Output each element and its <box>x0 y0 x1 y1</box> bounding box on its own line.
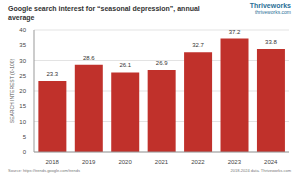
html-text:Google search interest for “se: Google search interest for “seasonal dep… <box>8 5 200 21</box>
svg-text:26.1: 26.1 <box>119 62 131 68</box>
svg-text:10: 10 <box>19 119 26 125</box>
svg-text:2022: 2022 <box>191 159 205 165</box>
svg-text:25: 25 <box>19 73 26 79</box>
svg-text:28.6: 28.6 <box>83 55 95 61</box>
svg-text:2020: 2020 <box>118 159 132 165</box>
svg-text:35: 35 <box>19 42 26 48</box>
svg-text:2018: 2018 <box>46 159 60 165</box>
html-text:Source: https://trends.google.: Source: https://trends.google.com/trends <box>8 168 80 173</box>
svg-text:SEARCH INTEREST (0-100): SEARCH INTEREST (0-100) <box>9 58 15 123</box>
svg-text:2024: 2024 <box>264 159 278 165</box>
svg-text:26.9: 26.9 <box>156 60 168 66</box>
svg-text:40: 40 <box>19 27 26 33</box>
svg-text:2019: 2019 <box>82 159 96 165</box>
html-text:Thriveworks: Thriveworks <box>249 2 291 9</box>
svg-text:20: 20 <box>19 88 26 94</box>
svg-text:2023: 2023 <box>228 159 242 165</box>
html-text:thriveworks.com: thriveworks.com <box>254 9 291 15</box>
svg-text:32.7: 32.7 <box>192 42 204 48</box>
svg-text:30: 30 <box>19 58 26 64</box>
svg-text:5: 5 <box>23 134 27 140</box>
svg-text:2021: 2021 <box>155 159 169 165</box>
svg-text:33.8: 33.8 <box>265 39 277 45</box>
svg-text:0: 0 <box>23 149 27 155</box>
svg-text:15: 15 <box>19 103 26 109</box>
svg-text:23.3: 23.3 <box>47 71 59 77</box>
html-text:2018-2024 data. Thriveworks.co: 2018-2024 data. Thriveworks.com <box>230 168 291 173</box>
svg-text:37.2: 37.2 <box>229 29 241 35</box>
